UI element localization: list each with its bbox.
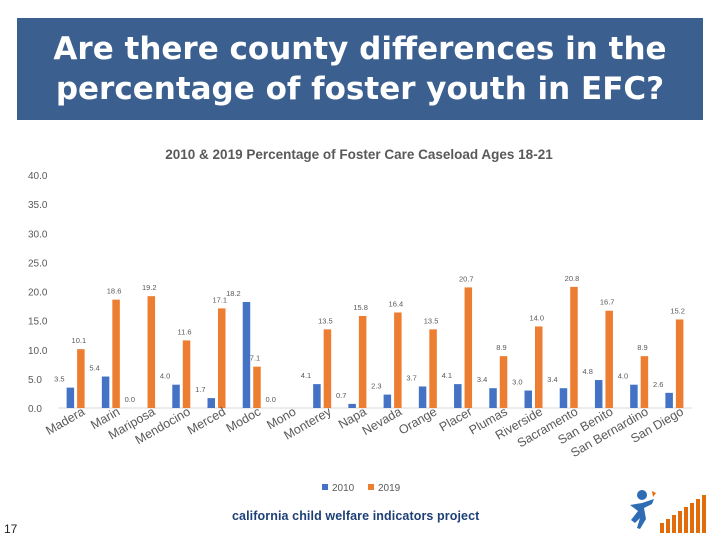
bar-2010-san-diego	[665, 392, 673, 408]
bar-2010-san-bernardino	[630, 384, 638, 408]
bar-2019-placer	[464, 287, 473, 408]
bar-2010-merced	[207, 398, 215, 408]
footer-logo: california child welfare indicators proj…	[232, 487, 712, 535]
bar-2010-riverside	[524, 390, 532, 408]
data-label: 3.5	[54, 375, 64, 384]
bar-2019-monterey	[323, 329, 332, 408]
bar-2010-plumas	[489, 388, 497, 408]
bar-2019-sacramento	[570, 286, 578, 408]
data-label: 15.8	[353, 303, 368, 312]
chart-title: 2010 & 2019 Percentage of Foster Care Ca…	[165, 147, 553, 162]
y-tick-label: 20.0	[28, 288, 48, 299]
data-label: 0.0	[266, 395, 276, 404]
data-label: 4.1	[301, 371, 311, 380]
bar-2019-marin	[112, 299, 120, 408]
title-banner: Are there county differences in the perc…	[17, 18, 703, 120]
data-label: 4.1	[442, 371, 452, 380]
data-label: 11.6	[178, 327, 192, 336]
y-tick-label: 25.0	[28, 258, 48, 269]
bar-2019-mendocino	[182, 340, 191, 408]
data-label: 2.6	[653, 380, 663, 389]
bar-2010-marin	[101, 376, 110, 408]
data-label: 3.4	[547, 375, 557, 384]
y-tick-label: 15.0	[28, 317, 48, 328]
bar-2019-orange	[429, 329, 437, 408]
data-label: 3.7	[406, 373, 416, 382]
x-tick-label: Modoc	[224, 404, 264, 435]
bar-2019-modoc	[253, 366, 261, 408]
legend-label: 2019	[378, 483, 401, 494]
bar-2019-madera	[77, 349, 85, 408]
bar-2010-madera	[66, 387, 75, 408]
data-label: 7.1	[250, 354, 260, 363]
data-label: 3.0	[512, 378, 522, 387]
data-label: 8.9	[637, 343, 647, 352]
logo-bars-icon	[660, 495, 706, 533]
data-label: 4.0	[160, 372, 170, 381]
bar-2019-riverside	[535, 326, 543, 408]
y-tick-label: 35.0	[28, 200, 48, 211]
y-tick-label: 10.0	[28, 346, 48, 357]
bar-2019-merced	[218, 308, 226, 408]
page-title: Are there county differences in the perc…	[53, 31, 667, 107]
data-label: 4.0	[618, 372, 628, 381]
bar-2019-plumas	[499, 356, 508, 408]
x-tick-label: Madera	[43, 404, 87, 437]
data-label: 3.4	[477, 375, 487, 384]
data-label: 17.1	[212, 295, 227, 304]
data-label: 2.3	[371, 382, 381, 391]
data-label: 15.2	[670, 306, 685, 315]
bar-2010-modoc	[242, 301, 251, 408]
data-label: 1.7	[195, 385, 205, 394]
x-tick-label: Merced	[185, 404, 228, 437]
bar-2010-napa	[348, 403, 356, 408]
data-label: 19.2	[142, 283, 157, 292]
data-label: 13.5	[318, 316, 333, 325]
data-label: 20.8	[565, 274, 580, 283]
legend-label: 2010	[332, 483, 355, 494]
bar-2010-placer	[454, 384, 462, 408]
bar-2010-mendocino	[172, 384, 180, 408]
data-label: 13.5	[424, 316, 439, 325]
person-figure-icon	[630, 490, 656, 529]
bar-2019-san-diego	[675, 319, 684, 408]
data-label: 16.7	[600, 298, 615, 307]
data-label: 16.4	[389, 299, 404, 308]
x-tick-label: Orange	[396, 404, 439, 437]
data-label: 4.8	[583, 367, 593, 376]
logo-text: california child welfare indicators proj…	[232, 509, 480, 523]
data-label: 0.7	[336, 391, 346, 400]
y-tick-label: 5.0	[28, 375, 42, 386]
data-label: 20.7	[459, 274, 474, 283]
bar-2019-mariposa	[147, 296, 156, 408]
legend-swatch-2019	[368, 484, 374, 490]
slide-number: 17	[4, 522, 18, 536]
data-label: 0.0	[125, 395, 135, 404]
data-label: 14.0	[529, 313, 544, 322]
data-label: 18.2	[226, 289, 241, 298]
bar-2010-sacramento	[559, 388, 568, 408]
bar-2010-orange	[418, 386, 427, 408]
bar-2019-napa	[358, 315, 367, 408]
data-label: 5.4	[89, 364, 99, 373]
legend-swatch-2010	[322, 484, 328, 490]
bar-2010-san-benito	[594, 380, 603, 408]
bar-2010-monterey	[313, 384, 321, 408]
data-label: 18.6	[107, 287, 122, 296]
data-label: 10.1	[72, 336, 87, 345]
y-tick-label: 0.0	[28, 404, 42, 415]
y-tick-label: 40.0	[28, 171, 48, 182]
bar-2019-nevada	[394, 312, 402, 408]
y-tick-label: 30.0	[28, 229, 48, 240]
data-label: 8.9	[496, 343, 506, 352]
bar-2010-nevada	[383, 394, 392, 408]
bar-2019-san-benito	[605, 310, 613, 408]
bar-2019-san-bernardino	[640, 356, 649, 408]
x-tick-label: Nevada	[360, 404, 404, 438]
